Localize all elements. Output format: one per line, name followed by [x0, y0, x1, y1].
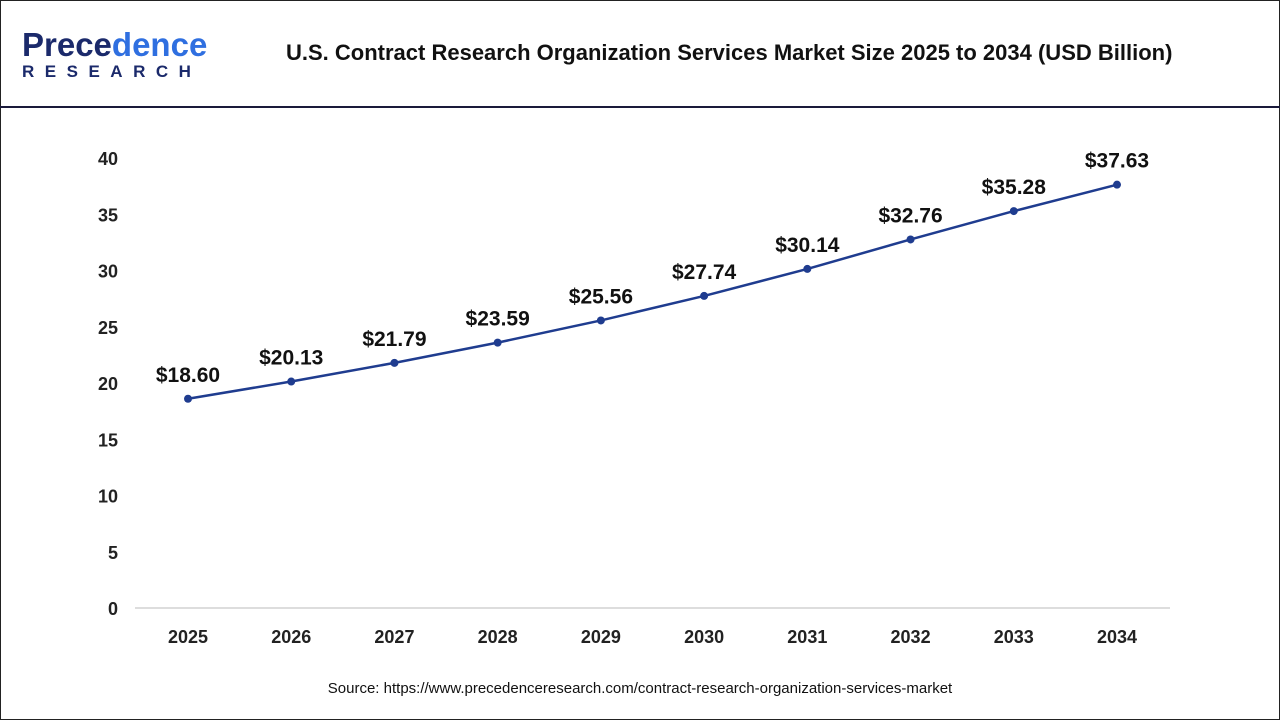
data-label: $32.76	[878, 204, 942, 227]
x-tick-label: 2034	[1097, 627, 1137, 647]
x-tick-label: 2031	[787, 627, 827, 647]
y-tick-label: 5	[108, 543, 118, 563]
y-tick-label: 30	[98, 262, 118, 282]
source-text: Source: https://www.precedenceresearch.c…	[327, 680, 953, 697]
data-label: $21.79	[362, 328, 426, 351]
series-line	[187, 183, 1118, 400]
data-point	[1009, 207, 1018, 216]
x-tick-label: 2025	[168, 627, 208, 647]
y-tick-label: 20	[98, 374, 118, 394]
precedence-research-logo: Precedence RESEARCH	[22, 26, 208, 82]
x-tick-label: 2028	[478, 627, 518, 647]
y-tick-label: 10	[98, 487, 118, 507]
data-label: $20.13	[259, 347, 323, 370]
data-point	[596, 316, 605, 325]
data-label: $27.74	[672, 261, 737, 284]
data-label: $23.59	[466, 308, 530, 331]
data-label: $37.63	[1085, 150, 1149, 173]
y-tick-label: 35	[98, 205, 118, 225]
y-tick-label: 25	[98, 318, 118, 338]
x-tick-label: 2030	[684, 627, 724, 647]
header: Precedence RESEARCH U.S. Contract Resear…	[0, 0, 1280, 108]
x-tick-label: 2026	[271, 627, 311, 647]
data-point	[184, 394, 192, 403]
data-point	[493, 338, 502, 347]
data-point	[287, 377, 296, 386]
data-label: $25.56	[569, 285, 633, 308]
data-point	[700, 291, 709, 300]
y-tick-label: 40	[98, 149, 118, 169]
data-label: $18.60	[156, 364, 220, 387]
x-tick-label: 2027	[374, 627, 414, 647]
chart-title: U.S. Contract Research Organization Serv…	[286, 40, 1173, 65]
data-point	[803, 264, 812, 273]
data-point	[906, 235, 915, 244]
x-tick-label: 2033	[994, 627, 1034, 647]
data-point	[390, 358, 399, 367]
data-label: $35.28	[982, 176, 1047, 199]
data-label: $30.14	[775, 234, 840, 257]
x-tick-label: 2032	[891, 627, 931, 647]
data-point	[1113, 180, 1121, 189]
x-tick-label: 2029	[581, 627, 621, 647]
y-tick-label: 0	[108, 599, 118, 619]
y-tick-label: 15	[98, 430, 118, 450]
